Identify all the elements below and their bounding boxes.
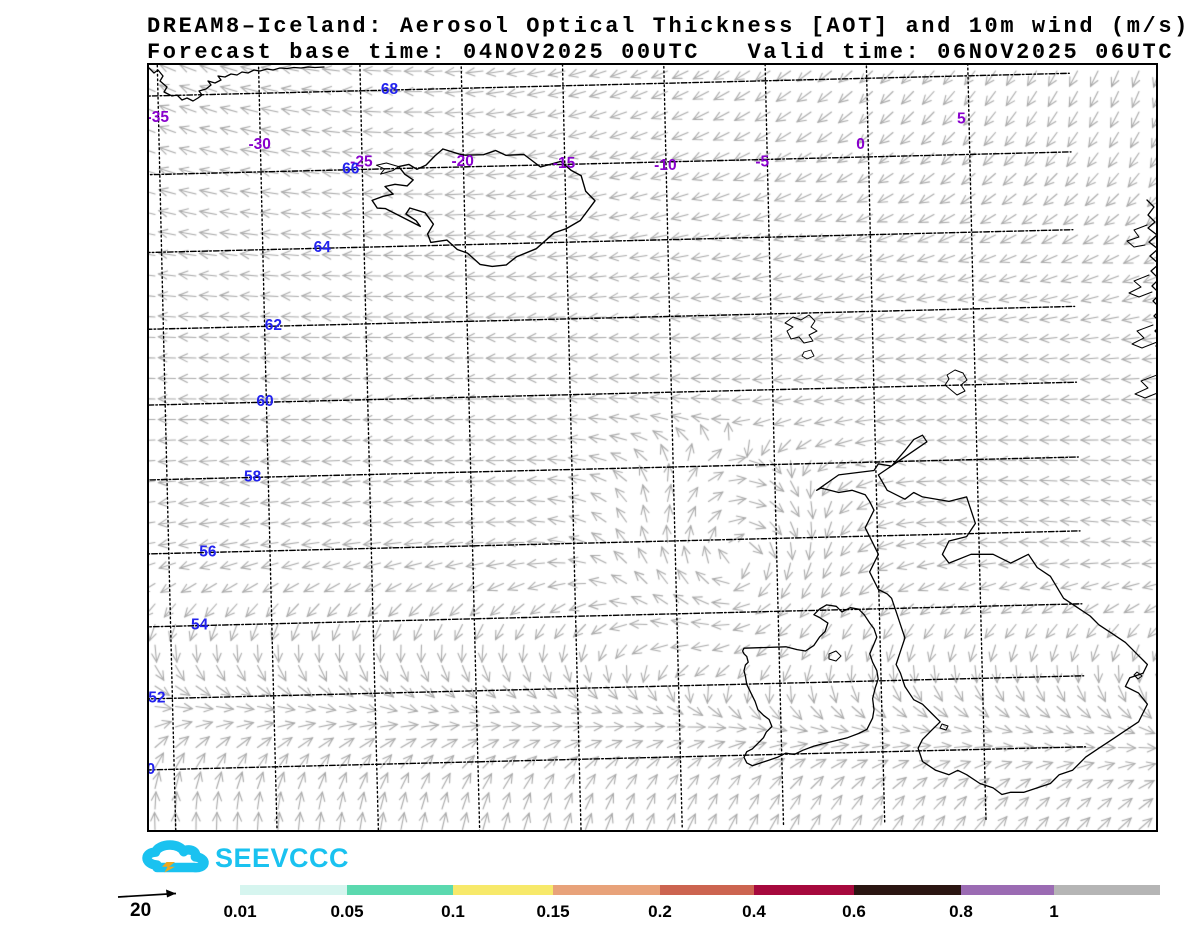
svg-text:0.05: 0.05: [330, 902, 363, 921]
svg-text:SEEVCCC: SEEVCCC: [215, 843, 349, 873]
svg-text:0.1: 0.1: [441, 902, 465, 921]
svg-text:0.6: 0.6: [842, 902, 866, 921]
svg-text:20: 20: [130, 900, 151, 921]
svg-text:0.4: 0.4: [742, 902, 766, 921]
svg-text:0.8: 0.8: [949, 902, 973, 921]
svg-text:0.01: 0.01: [223, 902, 256, 921]
svg-text:1: 1: [1049, 902, 1058, 921]
svg-text:0.15: 0.15: [536, 902, 569, 921]
svg-text:0.2: 0.2: [648, 902, 672, 921]
